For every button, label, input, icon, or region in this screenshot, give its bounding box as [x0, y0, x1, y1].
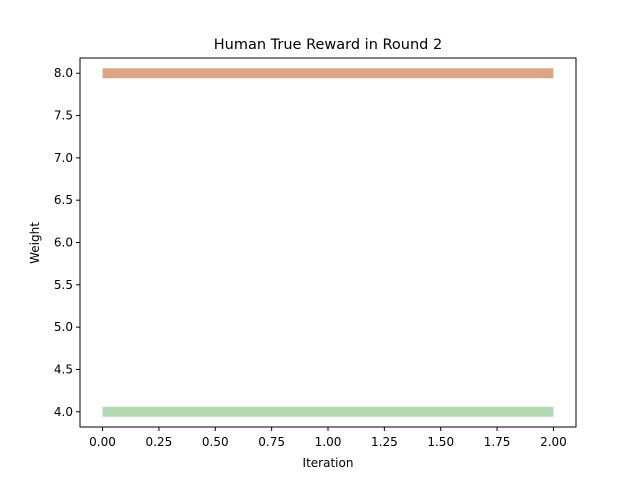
x-tick-label: 1.50: [427, 435, 454, 449]
chart-title: Human True Reward in Round 2: [214, 37, 442, 53]
x-tick-label: 0.75: [258, 435, 285, 449]
y-axis: 4.0 4.5 5.0 5.5 6.0 6.5 7.0 7.5 8.0: [54, 66, 80, 419]
x-tick-label: 0.50: [202, 435, 229, 449]
x-axis-label: Iteration: [303, 456, 354, 470]
x-tick-label: 1.25: [371, 435, 398, 449]
y-tick-label: 7.5: [54, 109, 73, 123]
y-tick-label: 6.0: [54, 236, 73, 250]
y-axis-label: Weight: [28, 222, 42, 264]
y-tick-label: 4.0: [54, 405, 73, 419]
x-tick-label: 1.75: [484, 435, 511, 449]
y-tick-label: 8.0: [54, 66, 73, 80]
x-tick-label: 0.25: [146, 435, 173, 449]
y-tick-label: 4.5: [54, 362, 73, 376]
y-tick-label: 5.0: [54, 320, 73, 334]
y-tick-label: 7.0: [54, 151, 73, 165]
y-tick-label: 6.5: [54, 193, 73, 207]
x-axis: 0.00 0.25 0.50 0.75 1.00 1.25 1.50 1.75 2.00: [89, 427, 567, 449]
x-tick-label: 0.00: [89, 435, 116, 449]
y-tick-label: 5.5: [54, 278, 73, 292]
plot-area: [80, 58, 576, 427]
x-tick-label: 1.00: [315, 435, 342, 449]
x-tick-label: 2.00: [540, 435, 567, 449]
series-layer: [102, 68, 554, 417]
